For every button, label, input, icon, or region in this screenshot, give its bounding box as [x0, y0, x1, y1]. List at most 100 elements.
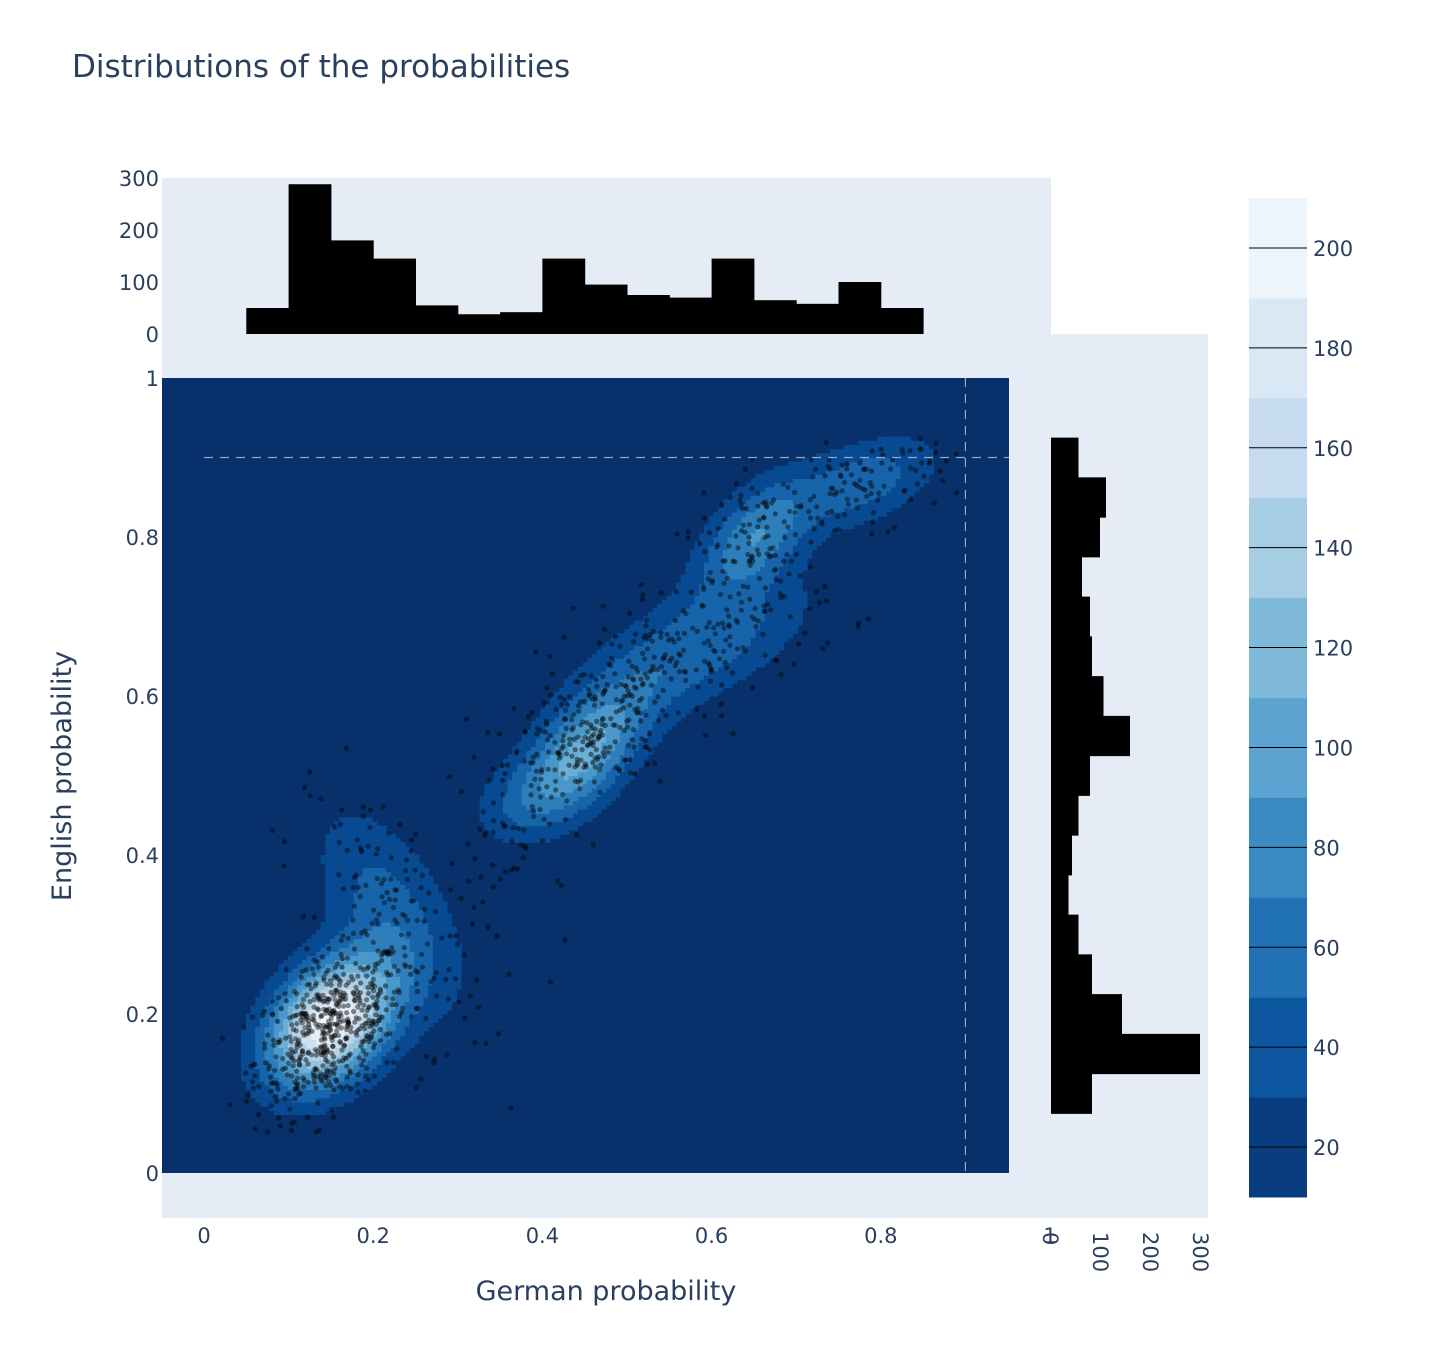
- density-cell: [507, 775, 513, 781]
- density-cell: [718, 633, 724, 639]
- density-cell: [554, 792, 560, 798]
- density-cell: [545, 758, 551, 764]
- density-cell: [647, 645, 654, 651]
- density-cell: [526, 775, 532, 781]
- density-cell: [582, 762, 588, 768]
- density-cell: [367, 1009, 373, 1015]
- density-cell: [652, 624, 658, 630]
- density-cell: [596, 721, 602, 726]
- density-cell: [549, 796, 556, 802]
- density-cell: [348, 1055, 354, 1061]
- density-cell: [311, 1005, 317, 1011]
- density-cell: [320, 934, 326, 940]
- density-cell: [526, 767, 532, 772]
- density-cell: [727, 553, 733, 559]
- density-cell: [746, 629, 752, 634]
- density-cell: [615, 779, 621, 785]
- density-cell: [825, 490, 831, 496]
- density-cell: [301, 955, 308, 961]
- density-cell: [629, 754, 635, 760]
- density-cell: [344, 1047, 350, 1053]
- density-cell: [792, 616, 799, 622]
- density-cell: [774, 624, 780, 630]
- density-cell: [666, 725, 672, 731]
- density-cell: [778, 528, 785, 534]
- density-cell: [390, 1034, 397, 1040]
- density-cell: [727, 612, 733, 618]
- density-cell: [348, 850, 354, 856]
- density-cell: [339, 1060, 345, 1065]
- density-cell: [577, 783, 584, 789]
- density-cell: [521, 750, 527, 756]
- density-cell: [774, 645, 780, 651]
- density-cell: [376, 938, 383, 944]
- density-cell: [301, 1064, 308, 1069]
- density-cell: [783, 541, 789, 546]
- density-cell: [320, 1030, 326, 1036]
- density-cell: [685, 666, 691, 672]
- density-cell: [671, 624, 677, 630]
- density-cell: [661, 729, 668, 735]
- density-cell: [278, 1089, 284, 1095]
- density-cell: [535, 834, 541, 839]
- density-cell: [722, 591, 729, 597]
- density-cell: [400, 880, 406, 885]
- density-cell: [722, 670, 729, 676]
- density-cell: [736, 566, 743, 572]
- density-cell: [610, 796, 616, 802]
- density-cell: [325, 1106, 331, 1111]
- density-cell: [638, 696, 644, 701]
- density-cell: [615, 725, 621, 731]
- density-cell: [708, 670, 714, 676]
- density-cell: [792, 537, 799, 542]
- density-cell: [250, 1076, 256, 1082]
- density-cell: [563, 817, 570, 823]
- density-cell: [418, 1030, 425, 1036]
- density-cell: [587, 813, 593, 818]
- density-cell: [820, 486, 827, 492]
- density-cell: [292, 1072, 298, 1078]
- density-cell: [404, 846, 411, 852]
- density-cell: [643, 641, 649, 647]
- density-cell: [414, 863, 420, 869]
- density-cell: [633, 633, 640, 639]
- density-cell: [545, 825, 551, 831]
- density-cell: [334, 1089, 340, 1095]
- density-cell: [750, 616, 757, 622]
- density-cell: [746, 486, 752, 492]
- density-cell: [582, 775, 588, 781]
- density-cell: [442, 955, 448, 961]
- density-cell: [671, 649, 677, 655]
- density-cell: [545, 804, 551, 810]
- density-cell: [404, 926, 411, 931]
- density-cell: [685, 637, 691, 643]
- density-cell: [306, 1097, 312, 1103]
- density-cell: [381, 959, 387, 965]
- density-cell: [344, 1089, 350, 1095]
- density-cell: [848, 486, 855, 492]
- density-cell: [666, 599, 672, 605]
- density-cell: [802, 532, 808, 538]
- density-cell: [376, 913, 383, 919]
- density-cell: [451, 993, 457, 998]
- density-cell: [802, 503, 808, 509]
- density-cell: [778, 595, 785, 601]
- density-cell: [680, 637, 686, 643]
- density-cell: [619, 683, 626, 689]
- density-cell: [704, 675, 710, 680]
- density-cell: [764, 637, 771, 643]
- density-cell: [657, 616, 663, 622]
- density-cell: [806, 461, 813, 467]
- density-cell: [806, 528, 813, 534]
- density-cell: [306, 1047, 312, 1053]
- density-cell: [886, 507, 892, 513]
- density-cell: [241, 1076, 247, 1082]
- density-cell: [685, 608, 691, 613]
- density-cell: [853, 465, 859, 471]
- density-cell: [428, 921, 434, 927]
- density-cell: [657, 704, 663, 710]
- density-cell: [736, 557, 743, 563]
- density-cell: [432, 976, 439, 982]
- density-cell: [825, 511, 831, 517]
- density-cell: [750, 666, 757, 672]
